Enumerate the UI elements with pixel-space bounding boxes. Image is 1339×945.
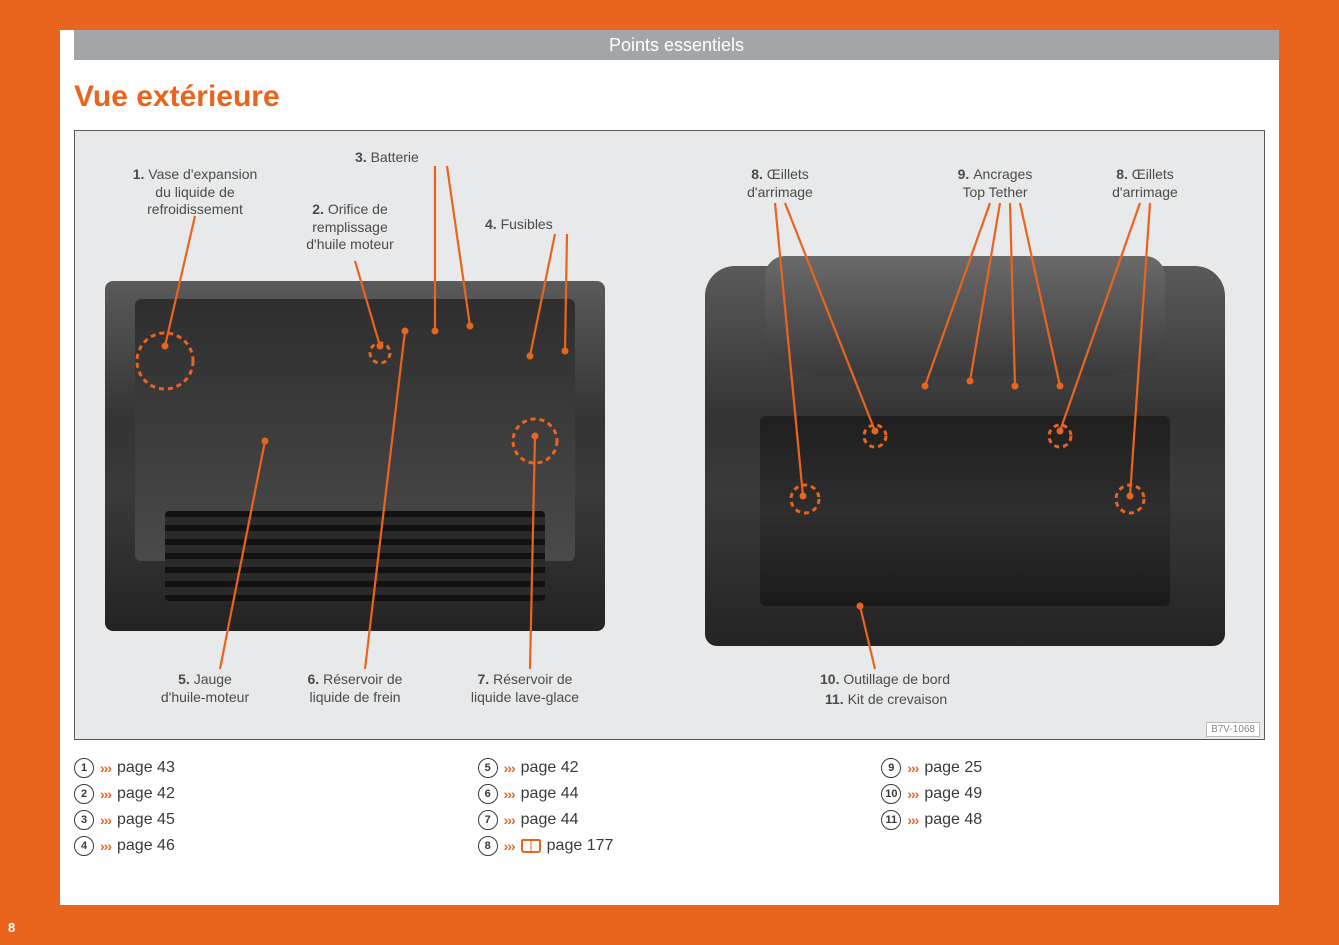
ref-number-circle: 11 bbox=[881, 810, 901, 830]
chevron-icon: ››› bbox=[907, 786, 918, 802]
callout-7: 7. Réservoir de liquide lave-glace bbox=[455, 671, 595, 706]
chevron-icon: ››› bbox=[907, 812, 918, 828]
manual-page: Points essentiels Vue extérieure 1. Vase… bbox=[60, 30, 1279, 905]
ref-page-text: page 177 bbox=[547, 837, 614, 855]
page-ref-11: 11 ››› page 48 bbox=[881, 810, 1265, 830]
ref-page-text: page 25 bbox=[924, 759, 982, 777]
chevron-icon: ››› bbox=[504, 838, 515, 854]
ref-page-text: page 42 bbox=[117, 785, 175, 803]
chevron-icon: ››› bbox=[100, 786, 111, 802]
ref-page-text: page 48 bbox=[924, 811, 982, 829]
ref-column: 5 ››› page 42 6 ››› page 44 7 ››› page 44 8 ››› pag… bbox=[478, 758, 862, 856]
ref-number-circle: 5 bbox=[478, 758, 498, 778]
chevron-icon: ››› bbox=[504, 812, 515, 828]
page-reference-list: 1 ››› page 43 2 ››› page 42 3 ››› page 45 4 ››› pag… bbox=[74, 758, 1265, 856]
chevron-icon: ››› bbox=[100, 812, 111, 828]
page-number: 8 bbox=[8, 920, 15, 935]
ref-column: 9 ››› page 25 10 ››› page 49 11 ››› page 48 bbox=[881, 758, 1265, 856]
ref-number-circle: 2 bbox=[74, 784, 94, 804]
page-ref-4: 4 ››› page 46 bbox=[74, 836, 458, 856]
ref-number-circle: 3 bbox=[74, 810, 94, 830]
ref-page-text: page 44 bbox=[521, 811, 579, 829]
ref-page-text: page 42 bbox=[521, 759, 579, 777]
callout-3: 3. Batterie bbox=[355, 149, 495, 167]
ref-number-circle: 8 bbox=[478, 836, 498, 856]
page-ref-9: 9 ››› page 25 bbox=[881, 758, 1265, 778]
figure-reference-code: B7V-1068 bbox=[1206, 722, 1260, 737]
callout-2: 2. Orifice de remplissage d'huile moteur bbox=[280, 201, 420, 254]
chevron-icon: ››› bbox=[504, 760, 515, 776]
engine-photo-placeholder bbox=[105, 281, 605, 631]
ref-page-text: page 45 bbox=[117, 811, 175, 829]
section-header: Points essentiels bbox=[74, 30, 1279, 60]
page-ref-8: 8 ››› page 177 bbox=[478, 836, 862, 856]
ref-column: 1 ››› page 43 2 ››› page 42 3 ››› page 45 4 ››› pag… bbox=[74, 758, 458, 856]
callout-10: 8. Œillets d'arrimage bbox=[1075, 166, 1215, 201]
ref-page-text: page 46 bbox=[117, 837, 175, 855]
page-title: Vue extérieure bbox=[74, 80, 280, 114]
diagram-figure: 1. Vase d'expansion du liquide de refroi… bbox=[74, 130, 1265, 740]
ref-page-text: page 49 bbox=[924, 785, 982, 803]
ref-number-circle: 4 bbox=[74, 836, 94, 856]
page-ref-10: 10 ››› page 49 bbox=[881, 784, 1265, 804]
trunk-photo-placeholder bbox=[705, 266, 1225, 646]
page-ref-7: 7 ››› page 44 bbox=[478, 810, 862, 830]
callout-4: 4. Fusibles bbox=[485, 216, 625, 234]
chevron-icon: ››› bbox=[907, 760, 918, 776]
callout-5: 5. Jauge d'huile-moteur bbox=[135, 671, 275, 706]
ref-number-circle: 10 bbox=[881, 784, 901, 804]
callout-11: 10. Outillage de bord bbox=[820, 671, 960, 689]
callout-8: 8. Œillets d'arrimage bbox=[710, 166, 850, 201]
callout-12: 11. Kit de crevaison bbox=[825, 691, 965, 709]
ref-number-circle: 7 bbox=[478, 810, 498, 830]
chevron-icon: ››› bbox=[100, 760, 111, 776]
ref-number-circle: 1 bbox=[74, 758, 94, 778]
ref-page-text: page 44 bbox=[521, 785, 579, 803]
page-ref-5: 5 ››› page 42 bbox=[478, 758, 862, 778]
page-ref-1: 1 ››› page 43 bbox=[74, 758, 458, 778]
chevron-icon: ››› bbox=[100, 838, 111, 854]
ref-number-circle: 6 bbox=[478, 784, 498, 804]
page-ref-3: 3 ››› page 45 bbox=[74, 810, 458, 830]
callout-6: 6. Réservoir de liquide de frein bbox=[285, 671, 425, 706]
page-ref-6: 6 ››› page 44 bbox=[478, 784, 862, 804]
callout-9: 9. Ancrages Top Tether bbox=[925, 166, 1065, 201]
manual-book-icon bbox=[521, 839, 541, 853]
page-ref-2: 2 ››› page 42 bbox=[74, 784, 458, 804]
ref-page-text: page 43 bbox=[117, 759, 175, 777]
chevron-icon: ››› bbox=[504, 786, 515, 802]
ref-number-circle: 9 bbox=[881, 758, 901, 778]
callout-1: 1. Vase d'expansion du liquide de refroi… bbox=[125, 166, 265, 219]
